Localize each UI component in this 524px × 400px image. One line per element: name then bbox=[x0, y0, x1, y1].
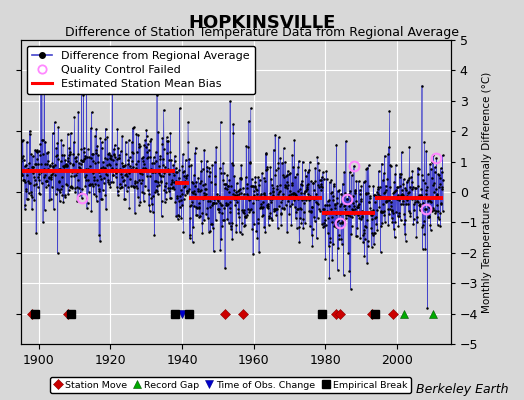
Text: Berkeley Earth: Berkeley Earth bbox=[416, 383, 508, 396]
Text: Difference of Station Temperature Data from Regional Average: Difference of Station Temperature Data f… bbox=[65, 26, 459, 39]
Y-axis label: Monthly Temperature Anomaly Difference (°C): Monthly Temperature Anomaly Difference (… bbox=[482, 71, 493, 313]
Legend: Difference from Regional Average, Quality Control Failed, Estimated Station Mean: Difference from Regional Average, Qualit… bbox=[27, 46, 255, 94]
Text: HOPKINSVILLE: HOPKINSVILLE bbox=[188, 14, 336, 32]
Legend: Station Move, Record Gap, Time of Obs. Change, Empirical Break: Station Move, Record Gap, Time of Obs. C… bbox=[50, 377, 411, 393]
